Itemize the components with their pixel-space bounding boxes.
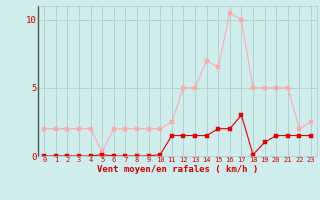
X-axis label: Vent moyen/en rafales ( km/h ): Vent moyen/en rafales ( km/h ) xyxy=(97,165,258,174)
